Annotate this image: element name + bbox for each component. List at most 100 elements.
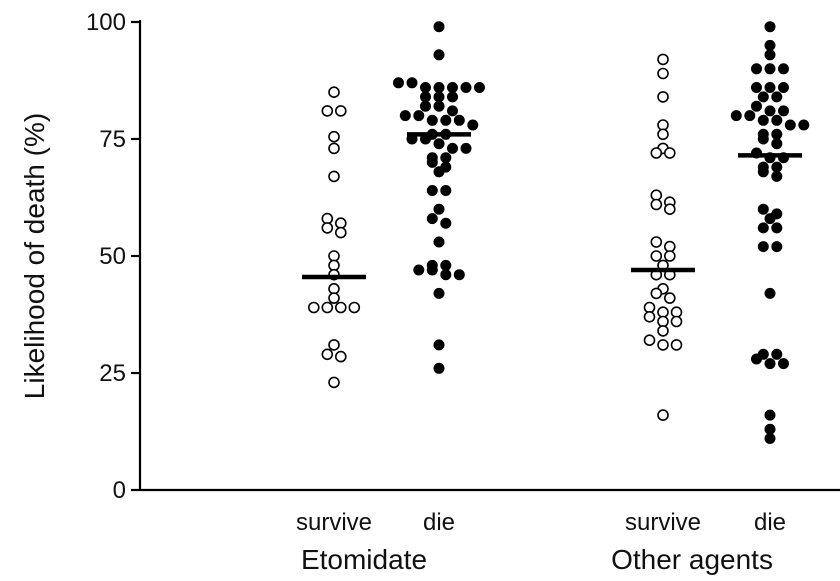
data-point xyxy=(771,91,783,103)
data-point xyxy=(420,82,431,93)
data-point xyxy=(757,91,769,103)
data-point xyxy=(426,264,438,276)
data-point xyxy=(433,166,445,178)
data-point xyxy=(730,110,742,122)
data-point xyxy=(321,348,334,361)
data-point xyxy=(413,110,425,122)
data-point xyxy=(771,170,783,182)
y-tick-label: 0 xyxy=(113,477,126,504)
data-point xyxy=(433,362,445,374)
data-point xyxy=(764,423,776,435)
data-point xyxy=(447,82,458,93)
data-point xyxy=(420,100,431,112)
data-point xyxy=(764,213,776,225)
data-point xyxy=(453,269,465,281)
data-point xyxy=(440,152,452,164)
data-point xyxy=(334,217,347,229)
data-point xyxy=(447,105,458,117)
data-point xyxy=(399,110,411,122)
data-point xyxy=(663,250,676,262)
data-point xyxy=(433,21,445,33)
data-point xyxy=(328,292,340,304)
data-point xyxy=(440,217,452,229)
data-point xyxy=(433,287,445,299)
data-point xyxy=(778,63,789,75)
data-point xyxy=(321,222,334,234)
data-point xyxy=(328,170,340,183)
x-category-label: survive xyxy=(296,509,372,536)
data-point xyxy=(778,82,789,93)
data-point xyxy=(467,119,479,131)
data-point xyxy=(778,358,789,370)
data-point xyxy=(321,301,334,314)
data-point xyxy=(474,82,485,93)
data-point xyxy=(657,315,669,328)
data-point xyxy=(406,77,418,89)
data-point xyxy=(751,63,762,75)
data-point xyxy=(334,301,347,314)
x-group-label: Etomidate xyxy=(301,544,427,575)
data-point xyxy=(426,213,438,225)
data-point xyxy=(393,77,404,89)
data-point xyxy=(420,91,431,103)
data-point xyxy=(650,189,663,201)
data-point xyxy=(784,119,796,131)
data-point xyxy=(433,339,445,351)
data-point xyxy=(757,222,769,234)
data-point xyxy=(771,138,783,150)
data-point xyxy=(413,264,425,276)
data-point xyxy=(764,39,776,51)
data-point xyxy=(771,241,783,253)
data-point xyxy=(657,67,669,80)
data-point xyxy=(426,114,438,126)
data-point xyxy=(670,339,683,351)
data-point xyxy=(433,203,445,215)
data-point xyxy=(771,222,783,234)
data-point xyxy=(643,310,656,323)
data-point xyxy=(433,49,445,61)
data-point xyxy=(426,156,438,168)
data-point xyxy=(643,334,656,347)
data-point xyxy=(650,250,663,262)
data-point xyxy=(650,147,663,159)
data-point xyxy=(328,130,340,143)
data-point xyxy=(348,301,361,314)
data-point xyxy=(650,198,663,211)
data-point xyxy=(440,114,452,126)
data-point xyxy=(650,236,663,248)
data-point xyxy=(764,21,776,33)
data-point xyxy=(663,240,676,253)
data-point xyxy=(764,49,776,61)
data-point xyxy=(757,203,769,215)
data-point xyxy=(328,282,340,295)
data-point xyxy=(663,147,676,159)
data-point xyxy=(670,315,683,328)
data-point xyxy=(433,236,445,248)
data-point xyxy=(663,292,676,304)
data-point xyxy=(657,409,669,421)
data-point xyxy=(460,82,472,93)
data-point xyxy=(764,409,776,421)
data-point xyxy=(764,433,776,444)
data-point xyxy=(757,166,769,178)
x-category-label: die xyxy=(754,509,786,536)
data-point xyxy=(764,63,776,75)
x-group-label: Other agents xyxy=(611,544,773,575)
y-axis-title: Likelihood of death (%) xyxy=(19,113,50,399)
data-point xyxy=(744,110,756,122)
data-point xyxy=(334,226,347,239)
data-point xyxy=(328,86,340,98)
data-point xyxy=(453,114,465,126)
data-point xyxy=(307,301,320,314)
data-point xyxy=(328,259,340,272)
data-point xyxy=(778,105,789,117)
data-point xyxy=(328,376,340,389)
data-point xyxy=(764,287,776,299)
data-point xyxy=(657,339,669,351)
data-point xyxy=(657,128,669,141)
data-point xyxy=(764,82,776,93)
data-point xyxy=(657,119,669,131)
data-point xyxy=(433,100,445,112)
